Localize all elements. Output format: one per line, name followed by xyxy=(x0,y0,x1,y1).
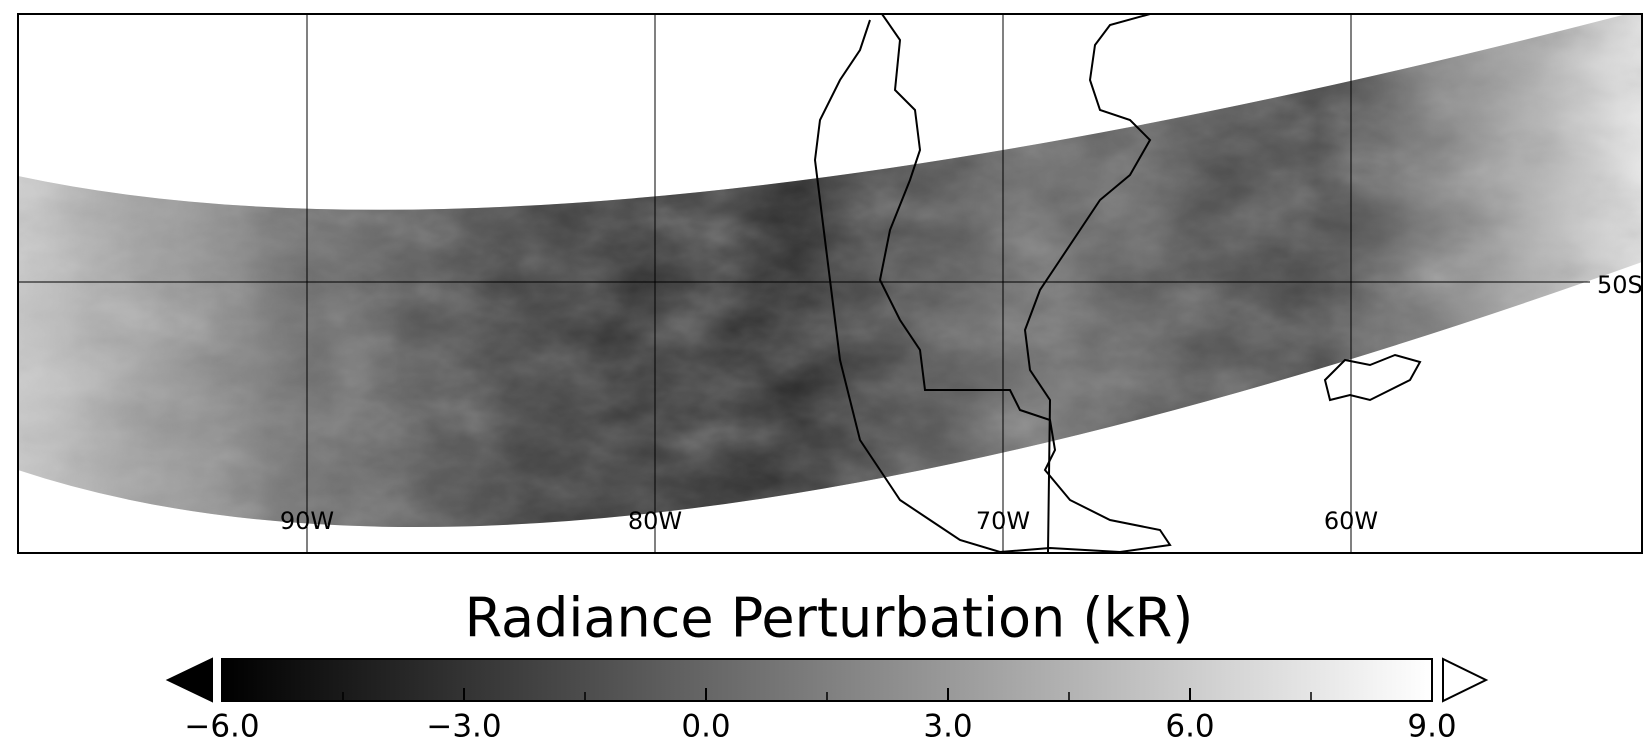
lon-label: 60W xyxy=(1324,507,1378,535)
colorbar-title: Radiance Perturbation (kR) xyxy=(465,587,1194,650)
lon-label: 90W xyxy=(280,507,334,535)
colorbar-under-arrow xyxy=(165,657,213,703)
colorbar-tick-label: 3.0 xyxy=(923,709,972,745)
lon-label: 70W xyxy=(976,507,1030,535)
map-area xyxy=(18,14,1642,553)
colorbar-tick-label: 0.0 xyxy=(681,709,730,745)
colorbar-over-arrow xyxy=(1442,657,1489,703)
falkland-islands xyxy=(1323,353,1422,402)
colorbar-tick-label: −6.0 xyxy=(184,709,259,745)
colorbar-tick-label: 6.0 xyxy=(1165,709,1214,745)
graticule xyxy=(18,14,1590,553)
colorbar-tick-label: −3.0 xyxy=(426,709,501,745)
colorbar-ticks xyxy=(221,688,1433,701)
coastlines xyxy=(813,14,1422,553)
swath-texture xyxy=(18,14,1642,528)
coast-atlantic xyxy=(1023,14,1152,553)
colorbar-tick-label: 9.0 xyxy=(1407,709,1456,745)
lat-label: 50S xyxy=(1597,271,1643,299)
map-frame xyxy=(17,13,1643,554)
lon-label: 80W xyxy=(628,507,682,535)
coast-chile-argentina xyxy=(813,14,1172,553)
